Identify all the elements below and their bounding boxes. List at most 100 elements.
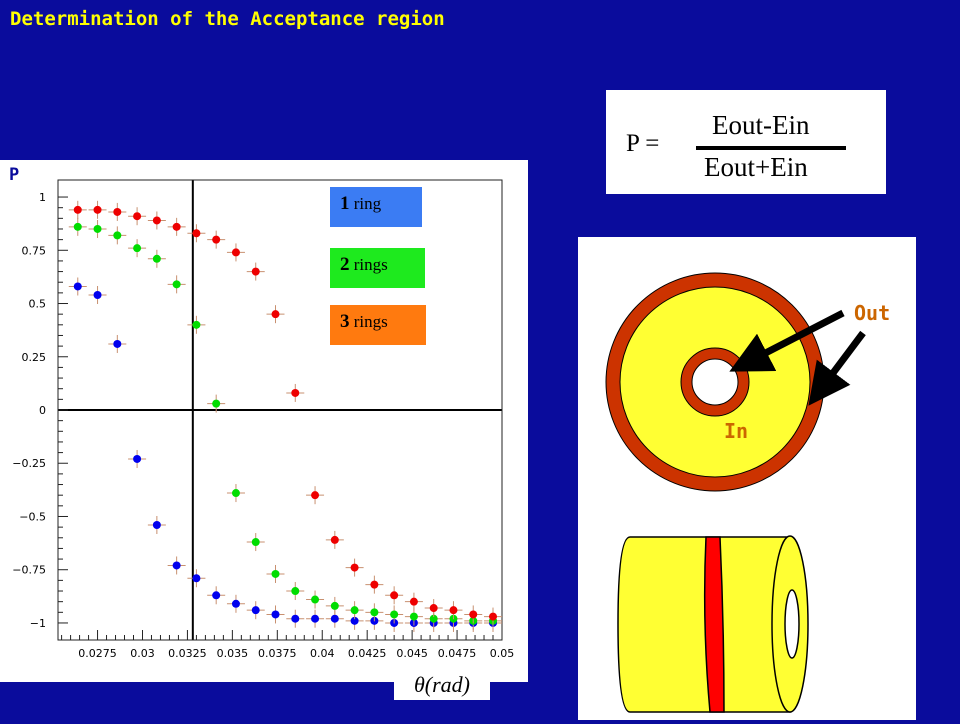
cylinder-body: [617, 536, 791, 713]
data-point-series-1: [212, 591, 221, 600]
data-point-series-2: [113, 231, 122, 240]
y-tick-label: −0.5: [19, 510, 46, 523]
legend-1-number: 1: [340, 193, 350, 214]
data-point-series-2: [390, 610, 399, 619]
data-point-series-2: [409, 612, 418, 621]
data-point-series-1: [152, 521, 161, 529]
chart-panel: 1 0.75 0.5 0.25 0 −0.25 −0.5 −0.75 −1 0.0275 0.03 0…: [0, 160, 528, 682]
x-tick-label: 0.0325: [168, 647, 207, 660]
y-tick-label: −0.75: [12, 564, 46, 577]
data-point-series-2: [212, 399, 221, 408]
data-point-series-2: [192, 320, 201, 329]
data-point-series-3: [172, 222, 181, 231]
detector-diagram-panel: Out In: [578, 237, 916, 720]
data-point-series-3: [133, 212, 142, 221]
red-band: [703, 536, 725, 713]
fraction-bar: [696, 146, 846, 150]
data-point-series-3: [271, 310, 280, 319]
data-point-series-3: [330, 535, 339, 544]
data-point-series-1: [231, 599, 240, 608]
x-tick-label: 0.04: [310, 647, 335, 660]
legend-3-number: 3: [340, 311, 350, 332]
data-point-series-2: [133, 244, 142, 253]
data-point-series-3: [390, 591, 399, 600]
x-tick-label: 0.045: [396, 647, 428, 660]
y-tick-label: −0.25: [12, 457, 46, 470]
data-point-series-1: [291, 614, 300, 623]
data-point-series-1: [350, 616, 359, 625]
y-tick-label: 1: [39, 191, 46, 204]
legend-2-label: rings: [353, 255, 388, 274]
data-point-series-3: [449, 606, 458, 615]
ring-face-diagram: [605, 272, 825, 492]
x-tick-label: 0.0475: [438, 647, 477, 660]
data-point-series-3: [311, 491, 320, 500]
data-point-series-1: [271, 610, 280, 619]
data-point-series-1: [192, 574, 201, 583]
data-point-series-3: [251, 267, 260, 276]
scatter-chart: 1 0.75 0.5 0.25 0 −0.25 −0.5 −0.75 −1 0.0275 0.03 0…: [9, 165, 515, 660]
x-axis-label-box: θ(rad): [394, 670, 490, 700]
formula-lhs: P =: [626, 130, 660, 157]
data-point-series-2: [429, 614, 438, 623]
data-point-series-1: [73, 282, 82, 291]
data-point-series-2: [231, 489, 240, 498]
y-tick-label: 0.25: [22, 351, 47, 364]
data-point-series-2: [73, 222, 82, 231]
x-tick-label: 0.0375: [258, 647, 297, 660]
data-point-series-1: [93, 291, 102, 299]
data-point-series-3: [489, 612, 498, 621]
y-axis-label: P: [9, 165, 19, 185]
data-point-series-2: [93, 224, 102, 233]
legend-2-rings: 2 rings: [330, 248, 425, 288]
y-tick-label: 0: [39, 404, 46, 417]
data-point-series-2: [311, 595, 320, 604]
data-point-series-2: [172, 280, 181, 289]
data-point-series-3: [409, 597, 418, 606]
cylinder-diagram: [617, 535, 809, 713]
legend-2-number: 2: [340, 254, 350, 275]
formula-box: P = Eout-Ein Eout+Ein: [606, 90, 886, 194]
data-point-series-2: [251, 538, 260, 547]
x-tick-label: 0.0275: [78, 647, 117, 660]
data-point-series-2: [370, 608, 379, 617]
data-point-series-3: [192, 229, 201, 238]
data-point-series-2: [350, 606, 359, 615]
y-tick-label: 0.5: [29, 298, 47, 311]
data-point-series-3: [93, 205, 102, 214]
data-point-series-1: [311, 614, 320, 623]
out-arrows: [729, 309, 866, 406]
y-tick-label: 0.75: [22, 244, 47, 257]
formula-numerator: Eout-Ein: [712, 110, 810, 140]
data-point-series-3: [113, 207, 122, 216]
in-label: In: [724, 419, 748, 443]
legend-3-rings: 3 rings: [330, 305, 426, 345]
x-tick-label: 0.05: [490, 647, 515, 660]
data-point-series-1: [172, 561, 181, 570]
arrow-to-inner-ring: [729, 309, 845, 372]
data-point-series-3: [231, 248, 240, 257]
formula-denominator: Eout+Ein: [704, 152, 808, 182]
data-point-series-2: [152, 254, 161, 263]
data-point-series-1: [133, 454, 142, 463]
x-tick-label: 0.035: [217, 647, 249, 660]
data-point-series-1: [330, 614, 339, 623]
arrow-to-outer-ring: [808, 330, 866, 406]
data-point-series-1: [251, 606, 260, 615]
x-tick-label: 0.0425: [348, 647, 387, 660]
out-label: Out: [854, 301, 890, 325]
x-tick-label: 0.03: [130, 647, 155, 660]
data-point-series-3: [370, 580, 379, 589]
data-point-series-3: [350, 563, 359, 572]
data-point-series-3: [73, 205, 82, 214]
data-point-series-3: [469, 610, 478, 619]
data-point-series-2: [330, 601, 339, 610]
data-point-series-2: [271, 569, 280, 578]
inner-hole: [691, 358, 739, 406]
legend-3-label: rings: [353, 312, 388, 331]
data-point-series-3: [429, 604, 438, 613]
cylinder-end-hole: [784, 589, 800, 659]
legend-1-label: ring: [353, 194, 382, 213]
data-point-series-3: [152, 216, 161, 225]
data-point-series-3: [212, 235, 221, 244]
